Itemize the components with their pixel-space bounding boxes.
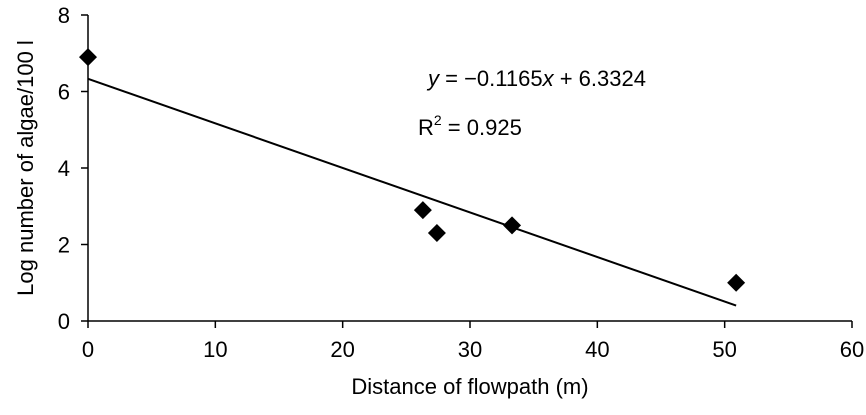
y-tick-label: 0: [58, 309, 70, 334]
x-tick-label: 60: [840, 337, 864, 362]
x-tick-label: 10: [203, 337, 227, 362]
data-point-diamond: [413, 201, 432, 220]
x-axis-title: Distance of flowpath (m): [351, 374, 588, 399]
y-tick-label: 4: [58, 156, 70, 181]
data-point-diamond: [79, 48, 97, 67]
y-tick-label: 8: [58, 3, 70, 28]
axes: [81, 14, 853, 328]
data-point-diamond: [427, 224, 446, 243]
data-point-diamond: [503, 216, 522, 235]
x-tick-label: 0: [82, 337, 94, 362]
r-squared-label: R2 = 0.925: [418, 112, 522, 140]
y-tick-label: 2: [58, 233, 70, 258]
x-tick-label: 40: [585, 337, 609, 362]
tick-labels: 0 10 20 30 40 50 60 0 2 4 6 8: [58, 3, 864, 362]
x-tick-label: 50: [712, 337, 736, 362]
y-axis-title: Log number of algae/100 l: [13, 40, 38, 296]
x-tick-label: 20: [330, 337, 354, 362]
data-points: [79, 48, 746, 292]
x-tick-label: 30: [458, 337, 482, 362]
trendline-group: [87, 77, 737, 307]
trendline: [87, 77, 737, 307]
y-tick-label: 6: [58, 80, 70, 105]
regression-equation: y = −0.1165x + 6.3324: [426, 66, 646, 91]
data-point-diamond: [727, 273, 746, 292]
